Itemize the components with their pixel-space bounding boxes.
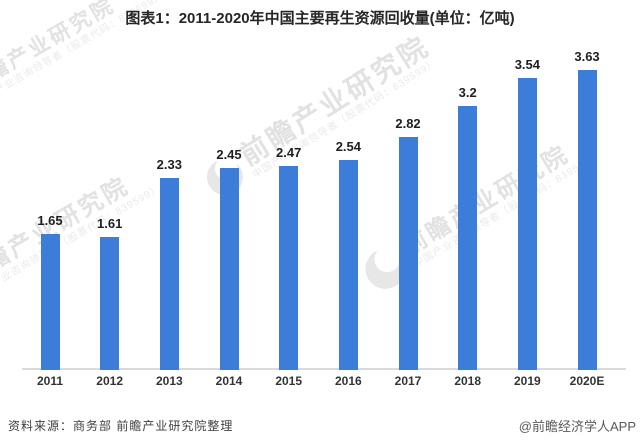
bar: [577, 70, 597, 370]
x-axis-tick-label: 2014: [215, 374, 243, 388]
x-axis-tick-label: 2019: [514, 374, 541, 388]
bar: [40, 234, 60, 370]
bar-value-label: 1.65: [37, 213, 63, 228]
bar: [517, 78, 537, 370]
credit-note: @前瞻经济学人APP: [518, 419, 636, 434]
bar-value-label: 2.45: [216, 147, 242, 162]
x-axis-tick-label: 2020E: [569, 374, 605, 388]
bar: [279, 166, 299, 370]
bar-value-label: 2.47: [276, 145, 302, 160]
bar: [458, 106, 478, 370]
x-axis-tick-label: 2015: [275, 374, 303, 388]
x-axis-tick-label: 2012: [96, 374, 123, 388]
bar-value-label: 2.33: [156, 157, 182, 172]
bar-value-label: 2.54: [335, 139, 361, 154]
bar-value-label: 2.82: [395, 116, 421, 131]
x-axis-tick-label: 2017: [394, 374, 422, 388]
x-axis-tick-label: 2018: [454, 374, 482, 388]
bar: [219, 168, 239, 370]
bar: [338, 160, 358, 370]
bar-value-label: 3.63: [574, 49, 600, 64]
bar-value-label: 1.61: [97, 216, 123, 231]
chart-title: 图表1：2011-2020年中国主要再生资源回收量(单位：亿吨): [125, 10, 515, 27]
x-axis-tick-label: 2011: [36, 374, 64, 388]
bar: [159, 178, 179, 370]
x-axis-line: [22, 368, 626, 370]
bar-value-label: 3.54: [514, 57, 541, 72]
bar: [398, 137, 418, 370]
bar-value-label: 3.2: [458, 85, 477, 100]
x-axis-tick-label: 2013: [155, 374, 183, 388]
x-axis-tick-label: 2016: [334, 374, 362, 388]
data-source-note: 资料来源：商务部 前瞻产业研究院整理: [8, 419, 234, 433]
bar: [100, 237, 120, 370]
